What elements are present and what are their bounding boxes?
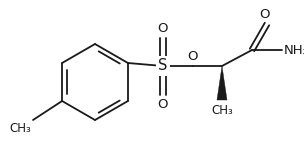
Text: O: O	[158, 98, 168, 111]
Text: O: O	[188, 50, 198, 63]
Polygon shape	[217, 66, 227, 100]
Text: CH₃: CH₃	[211, 104, 233, 117]
Text: O: O	[158, 22, 168, 35]
Text: CH₃: CH₃	[9, 122, 31, 135]
Text: O: O	[260, 8, 270, 21]
Text: NH₂: NH₂	[284, 43, 304, 57]
Text: S: S	[158, 59, 168, 73]
